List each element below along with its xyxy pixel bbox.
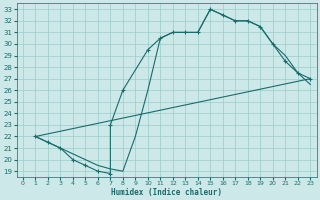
X-axis label: Humidex (Indice chaleur): Humidex (Indice chaleur) xyxy=(111,188,222,197)
